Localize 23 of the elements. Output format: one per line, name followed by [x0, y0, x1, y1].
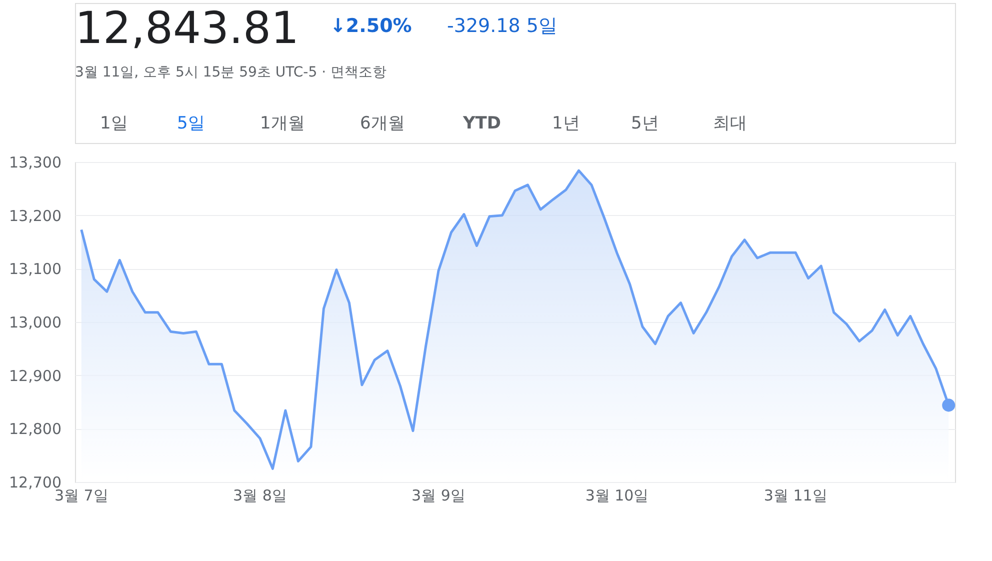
text: YTD — [462, 114, 502, 134]
x-tick-label: 3월 9일 — [412, 486, 466, 504]
text: -329.18 5일 — [447, 15, 558, 38]
text: 5년 — [631, 114, 659, 134]
text: 1년 — [552, 114, 580, 134]
text: 1일 — [100, 114, 128, 134]
chart-title: 12,843.81 — [75, 3, 299, 54]
chart-subtitle: 3월 11일, 오후 5시 15분 59초 UTC-5 · 면책조항 — [75, 64, 386, 81]
x-tick-label: 3월 10일 — [585, 486, 649, 504]
x-tick-label: 3월 11일 — [764, 486, 828, 504]
text: 6개월 — [360, 114, 405, 134]
text: 5일 — [177, 114, 205, 134]
text: ↓2.50% — [330, 15, 412, 38]
y-tick-label: 13,000 — [9, 314, 62, 332]
x-tick-label: 3월 7일 — [54, 486, 108, 504]
y-tick-label: 12,900 — [9, 366, 62, 385]
text: 1개월 — [260, 114, 305, 134]
y-tick-label: 13,200 — [9, 206, 62, 225]
y-tick-label: 13,300 — [9, 154, 62, 172]
y-tick-label: 13,100 — [9, 260, 62, 278]
x-tick-label: 3월 8일 — [233, 486, 287, 504]
text: 최대 — [713, 114, 747, 134]
y-tick-label: 12,800 — [9, 420, 62, 438]
